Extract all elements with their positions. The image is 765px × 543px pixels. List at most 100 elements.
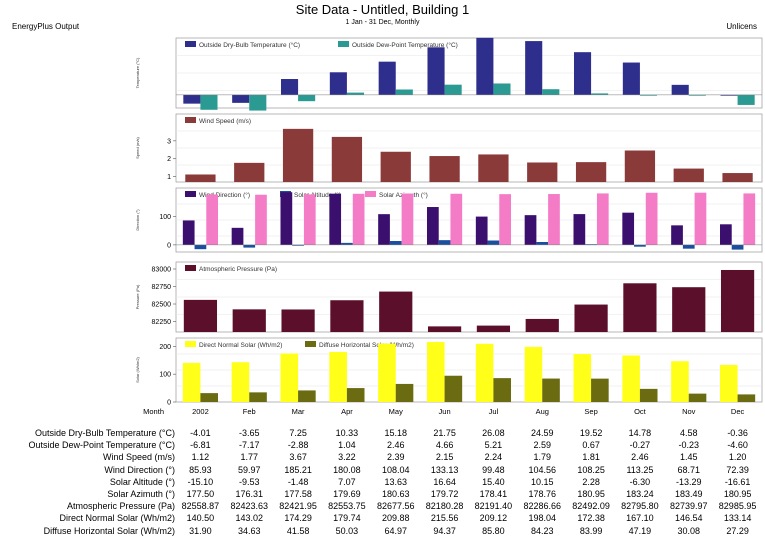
- legend-swatch: [338, 41, 349, 47]
- table-cell: 7.25: [289, 428, 307, 438]
- bar-primary: [330, 300, 364, 332]
- table-cell: 1.12: [191, 452, 210, 463]
- table-cell: 83.99: [579, 525, 603, 536]
- tick-label-y: 82250: [152, 319, 172, 326]
- bar-secondary: [206, 194, 218, 245]
- tick-label-y: 0: [167, 400, 171, 407]
- table-cell: -6.30: [629, 476, 651, 487]
- table-cell: 179.74: [333, 513, 361, 524]
- table-cell: 7.07: [338, 476, 356, 487]
- bar-primary: [378, 214, 390, 245]
- table-row-label: Wind Speed (m/s): [102, 452, 175, 463]
- table-cell: -0.36: [727, 428, 748, 438]
- table-cell: 2.24: [484, 452, 503, 463]
- table-cell: 209.12: [479, 513, 508, 524]
- bar-primary: [573, 52, 592, 95]
- table-cell: 82558.87: [181, 501, 220, 512]
- bar-secondary: [249, 94, 267, 111]
- bar-secondary: [395, 89, 413, 95]
- table-cell: 82677.56: [376, 501, 415, 512]
- bar-primary: [475, 343, 494, 402]
- table-cell: 3.22: [338, 452, 356, 463]
- bar-primary: [574, 304, 608, 332]
- table-cell: 84.23: [530, 525, 554, 536]
- bar-primary: [429, 156, 460, 182]
- bar-secondary: [444, 84, 462, 95]
- table-cell: 64.97: [384, 525, 408, 536]
- bar-primary: [525, 41, 543, 95]
- bar-primary: [527, 162, 558, 182]
- table-cell: 143.02: [235, 513, 264, 524]
- table-cell: 104.56: [528, 464, 557, 475]
- bar-secondary: [737, 94, 755, 105]
- bar-secondary: [450, 193, 463, 245]
- axis-label-y: Direction (°): [135, 209, 140, 231]
- tick-label-y: 82750: [152, 284, 172, 291]
- bar-primary: [671, 84, 689, 95]
- table-cell: 2.46: [631, 452, 649, 463]
- bar-primary: [524, 346, 543, 402]
- table-cell: 183.24: [626, 489, 654, 499]
- bar-primary: [280, 79, 299, 95]
- legend-label: Wind Direction (°): [199, 191, 250, 199]
- table-cell: 82739.97: [669, 501, 708, 512]
- bar-primary: [720, 269, 755, 332]
- table-cell: 0.67: [582, 440, 600, 451]
- bar-secondary: [200, 94, 218, 110]
- bar-secondary: [639, 388, 658, 402]
- table-cell: 16.64: [433, 476, 456, 487]
- bar-primary: [624, 150, 656, 182]
- table-cell: 30.08: [677, 525, 701, 536]
- tick-label-x: Sep: [584, 407, 597, 416]
- bar-primary: [427, 47, 445, 95]
- bar-secondary: [346, 92, 365, 95]
- table-cell: -4.60: [727, 440, 748, 451]
- bar-secondary: [249, 392, 267, 402]
- table-cell: 215.56: [430, 513, 459, 524]
- table-cell: 85.80: [482, 525, 505, 536]
- table-cell: 10.15: [530, 476, 554, 487]
- table-cell: 82421.95: [279, 501, 317, 512]
- bar-secondary: [731, 244, 744, 250]
- bar-primary: [476, 37, 494, 95]
- legend-label: Solar Altitude (°): [294, 191, 341, 199]
- table-cell: 1.81: [582, 452, 600, 463]
- table-row-label: Solar Altitude (°): [109, 476, 175, 487]
- table-cell: 5.21: [484, 440, 503, 451]
- axis-label-y: Pressure (Pa): [135, 284, 140, 309]
- legend-swatch: [185, 265, 196, 271]
- tick-label-y: 83000: [152, 267, 172, 274]
- table-cell: 82985.95: [718, 501, 757, 512]
- table-cell: 176.31: [235, 489, 264, 499]
- bar-primary: [231, 362, 250, 402]
- legend-label: Atmospheric Pressure (Pa): [199, 266, 277, 273]
- bar-secondary: [487, 240, 500, 245]
- tick-label-y: 200: [159, 344, 171, 351]
- bar-primary: [575, 162, 607, 182]
- bar-primary: [673, 168, 704, 182]
- table-cell: 167.10: [626, 513, 654, 524]
- legend-swatch: [185, 341, 196, 347]
- table-cell: 26.08: [482, 428, 505, 438]
- bar-secondary: [298, 94, 316, 102]
- bar-secondary: [737, 394, 756, 402]
- bar-primary: [329, 72, 347, 95]
- table-cell: 1.77: [240, 452, 259, 463]
- table-cell: 15.40: [482, 476, 505, 487]
- bar-primary: [280, 353, 299, 402]
- x-axis-title: Month: [143, 407, 164, 416]
- bar-secondary: [536, 242, 549, 245]
- bar-primary: [720, 94, 738, 96]
- legend-swatch: [185, 117, 196, 123]
- bar-primary: [183, 94, 201, 104]
- table-row-label: Direct Normal Solar (Wh/m2): [59, 513, 175, 524]
- bar-secondary: [548, 194, 560, 245]
- table-cell: 180.63: [381, 489, 410, 499]
- bar-secondary: [194, 244, 207, 250]
- table-cell: 108.25: [577, 464, 605, 475]
- table-cell: 183.49: [674, 489, 703, 499]
- bar-primary: [232, 94, 250, 103]
- bar-secondary: [499, 194, 511, 245]
- bar-primary: [720, 364, 738, 402]
- bar-primary: [380, 151, 411, 182]
